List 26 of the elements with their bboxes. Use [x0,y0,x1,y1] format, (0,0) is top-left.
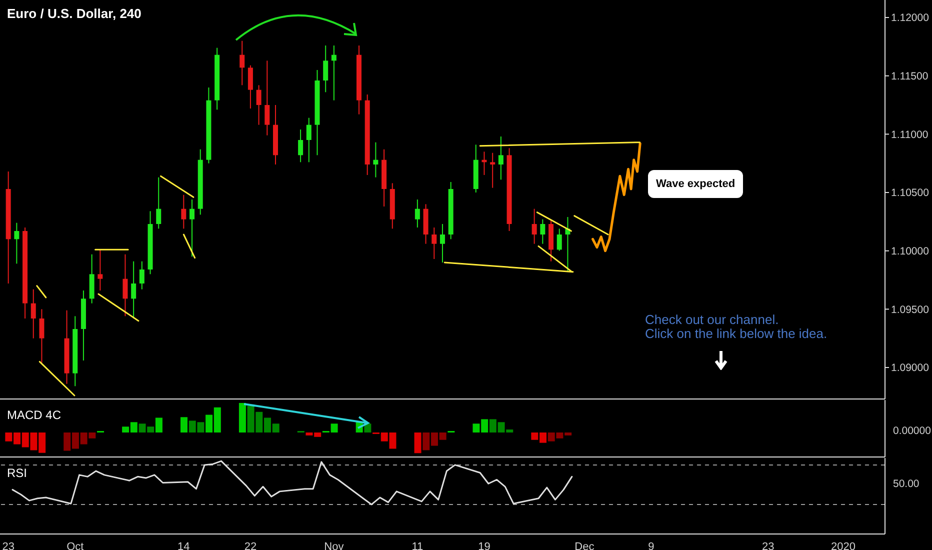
x-tick-label: 2020 [831,540,856,550]
x-tick-label: 11 [412,540,424,550]
x-tick-label: Nov [324,540,344,550]
y-tick-label: 1.09000 [891,362,930,374]
text: Euro / U.S. Dollar, 240 [7,6,142,21]
x-tick-label: 22 [244,540,257,550]
annotation: Check out our channel. [645,312,779,327]
x-tick-label: 14 [178,540,190,550]
x-tick-label: Oct [66,540,84,550]
y-tick-label: 1.10000 [891,246,930,258]
x-tick-label: 9 [648,540,654,550]
y-tick-label: 1.11500 [891,70,928,83]
x-tick-label: 23 [762,540,774,550]
chart-title: RSI [7,466,28,480]
y-tick-label: 1.10500 [891,187,930,200]
text: 50.00 [893,478,920,490]
text: 0.00000 [893,425,931,438]
y-tick-label: 1.09500 [891,304,930,316]
x-tick-label: 19 [478,540,490,550]
annotation: Wave expected [648,170,744,198]
y-tick-label: 1.11000 [891,128,928,141]
y-tick-label: 1.12000 [891,12,930,24]
x-tick-label: 23 [2,540,14,550]
annotation: Click on the link below the idea. [645,326,828,341]
x-tick-label: Dec [574,540,595,550]
text: MACD 4C [7,408,62,422]
